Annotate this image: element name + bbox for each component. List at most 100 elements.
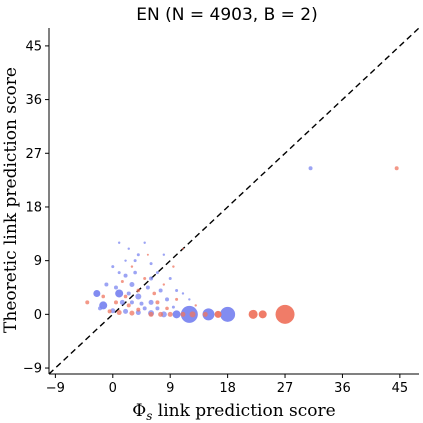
blue-data-point xyxy=(180,305,198,323)
red-data-point xyxy=(258,310,267,319)
blue-data-point xyxy=(93,289,101,297)
blue-data-point xyxy=(119,299,125,305)
blue-data-point xyxy=(133,259,137,263)
blue-data-point xyxy=(123,308,129,314)
blue-data-point xyxy=(142,306,147,311)
blue-data-point xyxy=(148,299,154,305)
blue-data-point xyxy=(104,282,109,287)
blue-data-point xyxy=(220,306,236,322)
blue-data-point xyxy=(149,262,153,266)
red-data-point xyxy=(165,306,169,311)
x-axis-label-symbol: Φ xyxy=(132,401,146,421)
y-tick-label: 36 xyxy=(25,93,42,108)
blue-data-point xyxy=(113,285,118,290)
x-tick-label: 9 xyxy=(166,381,174,396)
blue-data-point xyxy=(172,310,181,319)
red-data-point xyxy=(130,265,134,268)
blue-data-point xyxy=(117,271,121,275)
blue-data-point xyxy=(145,285,150,290)
red-data-point xyxy=(116,310,122,316)
blue-data-point xyxy=(155,306,160,311)
y-tick-label: 27 xyxy=(25,147,42,162)
x-axis-label: Φs link prediction score xyxy=(132,401,335,423)
red-data-point xyxy=(146,253,149,256)
chart-title: EN (N = 4903, B = 2) xyxy=(136,5,318,25)
blue-data-point xyxy=(110,308,116,314)
red-data-point xyxy=(175,297,179,301)
blue-data-point xyxy=(181,292,185,295)
red-data-point xyxy=(123,294,128,299)
red-data-point xyxy=(120,280,124,284)
x-tick-label: 45 xyxy=(392,381,409,396)
blue-data-point xyxy=(117,241,121,244)
x-axis-ticks: −9 0 9 18 27 36 45 xyxy=(46,374,408,396)
x-tick-label: −9 xyxy=(46,381,65,396)
red-data-point xyxy=(214,310,222,318)
blue-data-point xyxy=(188,298,191,301)
red-data-point xyxy=(248,309,258,319)
red-data-point xyxy=(85,300,90,305)
y-tick-label: 45 xyxy=(25,39,42,54)
red-data-point xyxy=(172,265,175,268)
x-axis-label-text: link prediction score xyxy=(152,401,335,421)
x-tick-label: 0 xyxy=(109,381,117,396)
blue-data-point xyxy=(158,288,163,293)
x-tick-label: 18 xyxy=(219,381,236,396)
blue-data-point xyxy=(126,291,131,296)
x-axis-label-subscript: s xyxy=(146,409,152,423)
blue-data-point xyxy=(143,241,146,244)
red-data-point xyxy=(158,311,164,317)
red-data-point xyxy=(107,309,112,314)
blue-data-point xyxy=(139,301,144,306)
red-data-point xyxy=(275,304,295,324)
red-data-point xyxy=(101,294,106,299)
blue-data-point xyxy=(98,306,103,311)
blue-data-point xyxy=(129,282,135,288)
x-tick-label: 36 xyxy=(334,381,351,396)
red-data-point xyxy=(148,311,154,317)
blue-data-point xyxy=(129,300,134,305)
red-data-point xyxy=(136,288,141,293)
red-data-point xyxy=(129,310,135,316)
red-data-point xyxy=(181,247,184,250)
red-data-point xyxy=(113,300,118,305)
blue-data-point xyxy=(155,271,159,275)
blue-data-point xyxy=(168,277,172,281)
red-data-point xyxy=(394,166,399,171)
blue-data-point xyxy=(202,308,215,321)
y-tick-label: 0 xyxy=(34,308,42,323)
blue-data-point xyxy=(171,305,175,309)
identity-reference-line xyxy=(48,27,420,375)
blue-data-point xyxy=(115,289,124,298)
blue-data-point xyxy=(135,293,142,300)
blue-data-point xyxy=(308,166,313,171)
y-tick-label: −9 xyxy=(23,362,42,377)
blue-data-point xyxy=(124,259,127,262)
scatter-points xyxy=(85,166,399,324)
red-data-point xyxy=(167,311,173,317)
x-tick-label: 27 xyxy=(277,381,294,396)
y-axis-ticks: −9 0 9 18 27 36 45 xyxy=(23,39,49,377)
blue-data-point xyxy=(111,265,115,269)
red-data-point xyxy=(194,304,197,307)
blue-data-point xyxy=(135,310,141,316)
blue-data-point xyxy=(136,253,140,257)
red-data-point xyxy=(126,303,131,308)
red-data-point xyxy=(180,311,186,317)
blue-data-point xyxy=(123,273,128,278)
y-axis-label: Theoretic link prediction score xyxy=(1,67,21,333)
blue-data-point xyxy=(149,276,154,281)
blue-data-point xyxy=(175,288,179,292)
blue-data-point xyxy=(127,247,130,250)
red-data-point xyxy=(152,291,157,296)
red-data-point xyxy=(202,311,208,317)
blue-data-point xyxy=(133,270,137,275)
y-tick-label: 9 xyxy=(34,254,42,269)
red-data-point xyxy=(136,307,141,312)
red-data-point xyxy=(189,311,196,318)
red-data-point xyxy=(143,277,147,281)
y-tick-label: 18 xyxy=(25,200,42,215)
blue-data-point xyxy=(162,253,166,256)
blue-data-point xyxy=(165,297,170,302)
red-data-point xyxy=(155,300,160,305)
